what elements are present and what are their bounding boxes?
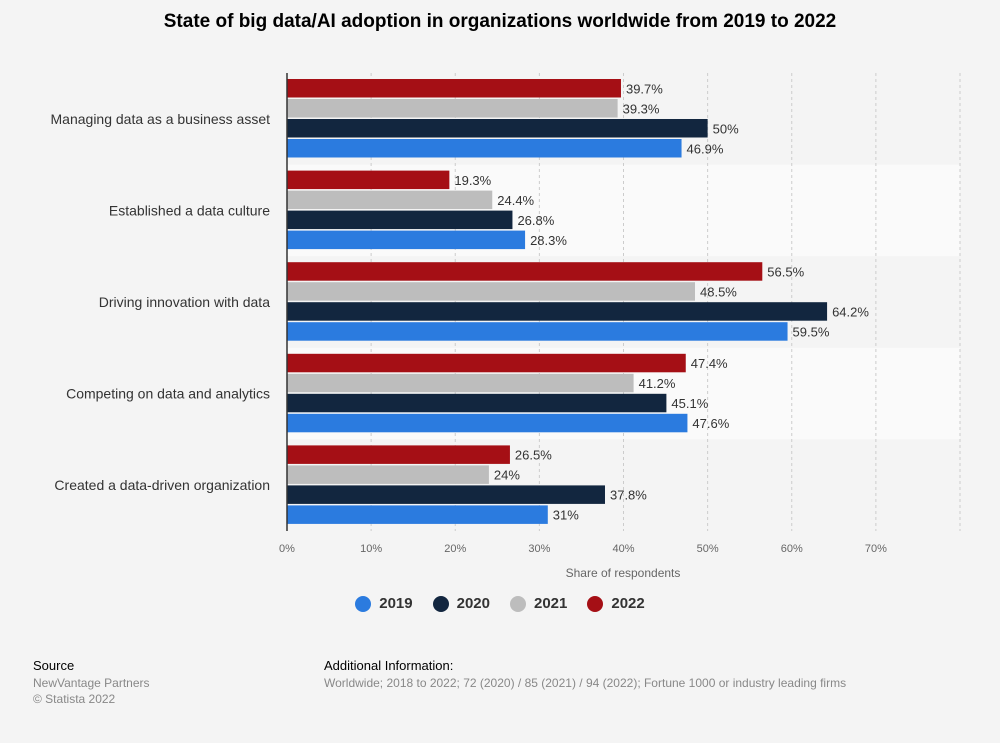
legend-dot-2022 — [587, 595, 604, 612]
category-label-2: Driving innovation with data — [99, 294, 270, 310]
legend-dot-2021 — [510, 595, 526, 612]
data-label-2019-4: 31% — [553, 508, 579, 523]
data-label-2019-0: 46.9% — [687, 141, 724, 156]
bar-2020-2 — [287, 302, 828, 321]
bar-2019-1 — [287, 230, 526, 250]
additional-info-block: Additional Information: Worldwide; 2018 … — [324, 658, 846, 691]
bar-2020-0 — [287, 119, 708, 138]
x-tick-label-4: 40% — [612, 543, 634, 555]
bar-2019-2 — [287, 322, 788, 341]
legend-dot-2020 — [432, 595, 449, 612]
data-label-2020-3: 45.1% — [671, 396, 708, 411]
bar-2022-3 — [287, 353, 686, 373]
bar-2019-0 — [287, 139, 682, 158]
bar-chart: 39.7% 39.3% 50% 46.9% Managing data as a bus… — [51, 73, 961, 580]
bar-2020-1 — [287, 210, 513, 230]
x-tick-label-6: 60% — [781, 543, 803, 555]
legend-item-2019[interactable]: 2019 — [355, 595, 413, 612]
data-label-2019-1: 28.3% — [530, 233, 567, 248]
data-label-2020-4: 37.8% — [610, 488, 647, 503]
bar-2021-3 — [287, 373, 634, 393]
data-label-2022-1: 19.3% — [454, 173, 491, 188]
source-block: Source NewVantage Partners © Statista 20… — [33, 658, 150, 707]
legend-label-2019: 2019 — [379, 595, 413, 612]
x-tick-label-1: 10% — [360, 543, 382, 555]
x-tick-label-3: 30% — [528, 543, 550, 555]
data-label-2021-3: 41.2% — [639, 376, 676, 391]
legend-item-2021[interactable]: 2021 — [510, 595, 567, 612]
legend-label-2021: 2021 — [534, 595, 568, 612]
legend-dot-2019 — [355, 595, 372, 612]
x-tick-label-7: 70% — [865, 543, 887, 555]
legend: 2019 2020 2021 2022 — [0, 595, 1000, 612]
x-tick-label-0: 0% — [279, 543, 295, 555]
data-label-2020-2: 64.2% — [832, 304, 869, 319]
bar-2020-4 — [287, 485, 605, 504]
chart-title: State of big data/AI adoption in organiz… — [163, 11, 837, 32]
category-label-3: Competing on data and analytics — [66, 386, 270, 402]
data-label-2020-1: 26.8% — [517, 213, 554, 228]
data-label-2021-0: 39.3% — [623, 101, 660, 116]
additional-info-text: Worldwide; 2018 to 2022; 72 (2020) / 85 … — [324, 676, 847, 690]
category-label-0: Managing data as a business asset — [51, 111, 271, 127]
data-label-2020-0: 50% — [713, 121, 739, 136]
source-heading: Source — [33, 658, 75, 673]
bar-2019-3 — [287, 413, 688, 433]
data-label-2022-4: 26.5% — [515, 448, 552, 463]
bar-2021-0 — [287, 99, 618, 118]
bar-2019-4 — [287, 505, 548, 524]
x-tick-label-2: 20% — [444, 543, 466, 555]
bar-2020-3 — [287, 393, 667, 413]
bar-2022-2 — [287, 262, 763, 281]
data-label-2021-4: 24% — [494, 468, 520, 483]
bar-2021-1 — [287, 190, 493, 210]
source-name[interactable]: NewVantage Partners — [33, 676, 150, 690]
bar-2021-4 — [287, 465, 489, 484]
bar-2021-2 — [287, 282, 696, 301]
bar-2022-4 — [287, 445, 510, 464]
legend-item-2020[interactable]: 2020 — [432, 595, 490, 612]
copyright: © Statista 2022 — [33, 692, 116, 706]
legend-label-2022: 2022 — [611, 595, 645, 612]
data-label-2019-2: 59.5% — [793, 324, 830, 339]
data-label-2019-3: 47.6% — [692, 416, 729, 431]
data-label-2021-1: 24.4% — [497, 193, 534, 208]
bar-2022-1 — [287, 170, 450, 190]
data-label-2021-2: 48.5% — [700, 284, 737, 299]
x-tick-label-5: 50% — [697, 543, 719, 555]
legend-label-2020: 2020 — [456, 595, 490, 612]
data-label-2022-3: 47.4% — [691, 356, 728, 371]
data-label-2022-2: 56.5% — [767, 264, 804, 279]
bar-2022-0 — [287, 79, 621, 98]
legend-item-2022[interactable]: 2022 — [587, 595, 645, 612]
category-label-1: Established a data culture — [109, 202, 270, 218]
additional-info-heading: Additional Information: — [324, 658, 454, 673]
data-label-2022-0: 39.7% — [626, 81, 663, 96]
x-axis-title: Share of respondents — [566, 566, 681, 580]
category-label-4: Created a data-driven organization — [54, 477, 270, 493]
